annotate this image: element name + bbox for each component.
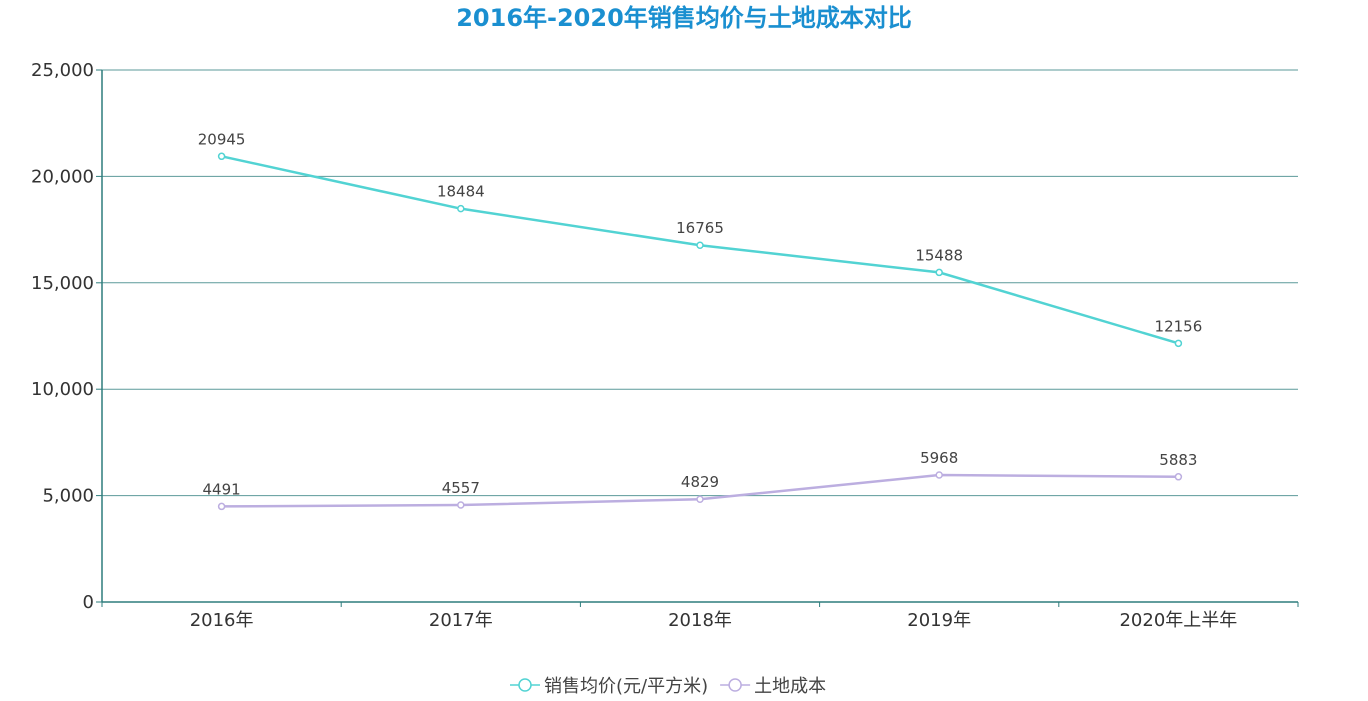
x-tick-label: 2017年	[429, 610, 493, 631]
data-point	[217, 502, 226, 511]
legend-label: 土地成本	[754, 676, 826, 697]
data-point	[696, 495, 704, 503]
y-tick-label: 10,000	[31, 379, 94, 400]
data-label: 4491	[203, 480, 241, 498]
data-label: 16765	[676, 219, 724, 237]
y-tick-label: 15,000	[31, 273, 94, 294]
legend-label: 销售均价(元/平方米)	[544, 676, 708, 697]
data-point	[217, 152, 226, 161]
data-point	[935, 268, 943, 277]
data-label: 12156	[1155, 317, 1203, 335]
data-point	[935, 471, 943, 479]
data-label: 18484	[437, 183, 485, 201]
legend-marker-icon	[518, 678, 532, 692]
x-tick-label: 2018年	[668, 610, 732, 631]
data-label: 4557	[442, 479, 480, 497]
data-point	[1174, 473, 1183, 481]
data-point	[1174, 339, 1183, 348]
x-tick-label: 2019年	[907, 610, 971, 631]
y-tick-label: 25,000	[31, 60, 94, 81]
data-point	[457, 501, 465, 509]
data-point	[696, 241, 704, 249]
data-label: 4829	[681, 473, 719, 491]
legend-marker-icon	[728, 678, 742, 692]
x-tick-label: 2016年	[190, 610, 254, 631]
data-label: 5883	[1159, 451, 1197, 469]
data-label: 5968	[920, 449, 958, 467]
y-tick-label: 0	[83, 592, 94, 613]
data-point	[457, 204, 465, 213]
data-label: 20945	[198, 130, 246, 148]
x-tick-label: 2020年上半年	[1119, 610, 1237, 631]
y-tick-label: 5,000	[42, 486, 94, 507]
series-line	[221, 155, 1179, 345]
data-label: 15488	[915, 246, 963, 264]
chart-title: 2016年-2020年销售均价与土地成本对比	[456, 4, 912, 32]
y-tick-label: 20,000	[31, 166, 94, 187]
